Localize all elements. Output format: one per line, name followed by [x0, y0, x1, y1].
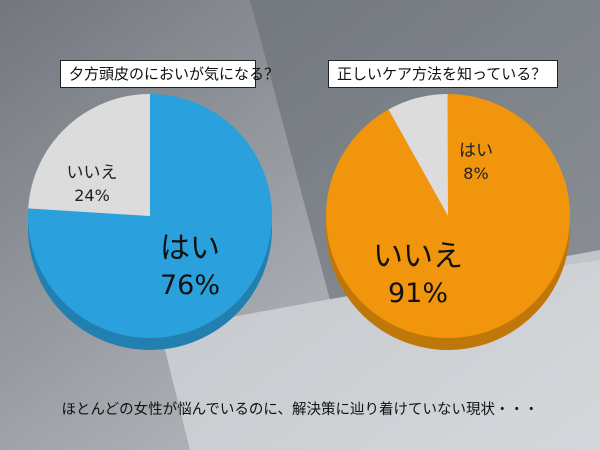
pie-slice-value-0-1: 24% — [74, 186, 110, 205]
pie-slice-label-0-1: いいえ — [67, 163, 118, 183]
right-pie-title: 正しいケア方法を知っている？ — [328, 60, 558, 88]
pie-chart-right: はい 8% いいえ 91% — [325, 94, 570, 350]
pie-slice-value-1-0: 8% — [463, 164, 488, 183]
pie-slice-0-1 — [28, 94, 151, 216]
pie-slice-1-1 — [325, 94, 570, 338]
left-pie-title: 夕方頭皮のにおいが気になる？ — [60, 60, 279, 88]
pie-chart-left: はい 76% いいえ 24% — [28, 94, 273, 350]
pie-slice-value-1-1: 91% — [388, 278, 448, 309]
pie-slice-label-1-0: はい — [459, 141, 493, 161]
pie-slice-label-0-0: はい — [160, 231, 220, 266]
pie-slice-1-0 — [388, 94, 448, 216]
pie-slice-value-0-0: 76% — [160, 270, 220, 301]
caption-text: ほとんどの女性が悩んでいるのに、解決策に辿り着けていない現状・・・ — [61, 402, 539, 418]
pie-slice-label-1-1: いいえ — [373, 239, 463, 274]
